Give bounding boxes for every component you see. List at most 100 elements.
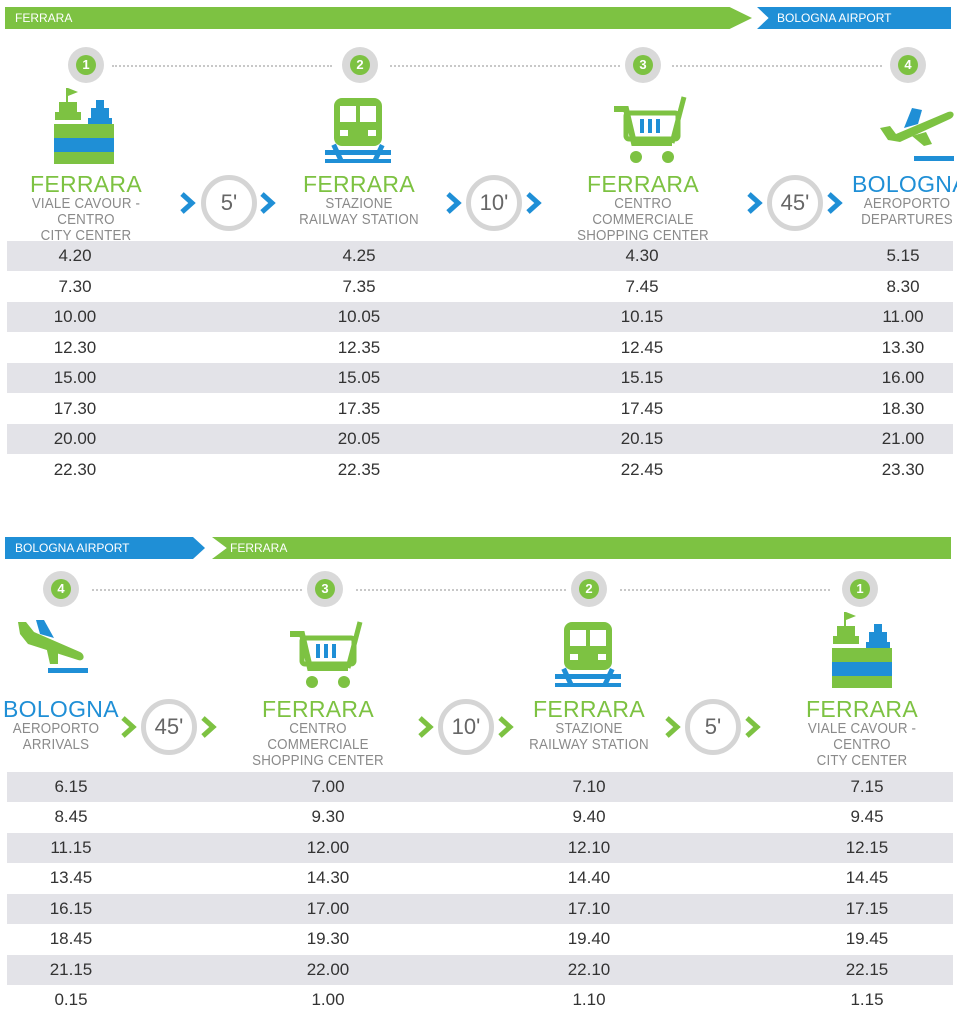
progress-dots	[672, 65, 882, 67]
shopping-cart-icon	[290, 621, 363, 688]
table-row: 8.45 9.30 9.40 9.45	[7, 802, 953, 832]
table-row: 4.20 4.25 4.30 5.15	[7, 241, 953, 271]
banner-label: FERRARA	[15, 11, 73, 25]
table-cell: 17.10	[567, 899, 611, 918]
stop-ferrara-railway-station: FERRARA STAZIONE RAILWAY STATION	[510, 697, 668, 753]
stop-ferrara-city-center: FERRARA VIALE CAVOUR - CENTRO CITY CENTE…	[774, 697, 950, 769]
step-badge: 2	[571, 571, 607, 607]
table-cell: 10.00	[53, 307, 97, 326]
table-cell: 7.00	[311, 777, 345, 796]
table-cell: 15.05	[337, 368, 381, 387]
table-cell: 6.15	[54, 777, 88, 796]
chevron-right-icon	[180, 192, 196, 214]
duration-badge: 45'	[767, 175, 823, 231]
table-cell: 18.30	[881, 399, 925, 418]
table-cell: 14.30	[306, 868, 350, 887]
stop-line2: DEPARTURES	[861, 212, 953, 228]
table-cell: 22.10	[567, 960, 611, 979]
table-cell: 22.35	[337, 460, 381, 479]
table-cell: 17.00	[306, 899, 350, 918]
table-cell: 15.15	[620, 368, 664, 387]
stop-line1: CENTRO COMMERCIALE	[267, 721, 369, 753]
progress-dots	[92, 589, 302, 591]
table-cell: 22.15	[845, 960, 889, 979]
plane-arrival-icon	[18, 620, 88, 673]
table-cell: 7.30	[58, 277, 92, 296]
stop-line2: CITY CENTER	[40, 228, 132, 244]
train-icon	[325, 98, 391, 163]
step-badge: 2	[342, 47, 378, 83]
table-row: 13.45 14.30 14.40 14.45	[7, 863, 953, 893]
stop-line2: SHOPPING CENTER	[577, 228, 709, 244]
table-cell: 17.15	[845, 899, 889, 918]
shopping-cart-icon	[614, 96, 687, 163]
chevron-right-icon	[745, 716, 761, 738]
table-row: 12.30 12.35 12.45 13.30	[7, 333, 953, 363]
chevron-right-icon	[498, 716, 514, 738]
table-cell: 20.00	[53, 429, 97, 448]
chevron-right-icon	[260, 192, 276, 214]
table-cell: 12.35	[337, 338, 381, 357]
table-cell: 1.00	[311, 990, 345, 1009]
chevron-right-icon	[526, 192, 542, 214]
stop-city: BOLOGNA	[852, 171, 957, 197]
step-number: 2	[579, 579, 599, 599]
stop-ferrara-shopping-center: FERRARA CENTRO COMMERCIALE SHOPPING CENT…	[555, 172, 731, 244]
banner-label: BOLOGNA AIRPORT	[15, 541, 130, 555]
stop-city: FERRARA	[586, 171, 699, 197]
top-banner-bologna-airport: BOLOGNA AIRPORT	[757, 7, 951, 29]
chevron-right-icon	[201, 716, 217, 738]
table-cell: 13.45	[49, 868, 93, 887]
stop-line1: STAZIONE	[555, 721, 623, 737]
step-number: 1	[76, 55, 96, 75]
stop-line1: VIALE CAVOUR - CENTRO	[31, 196, 141, 228]
step-badge: 4	[43, 571, 79, 607]
table-cell: 19.45	[845, 929, 889, 948]
table-cell: 10.05	[337, 307, 381, 326]
table-cell: 9.40	[572, 807, 606, 826]
stop-city: FERRARA	[261, 696, 374, 722]
table-cell: 10.15	[620, 307, 664, 326]
step-badge: 1	[68, 47, 104, 83]
table-row: 17.30 17.35 17.45 18.30	[7, 394, 953, 424]
stop-line2: ARRIVALS	[22, 737, 90, 753]
stop-line2: RAILWAY STATION	[299, 212, 419, 228]
table-cell: 5.15	[886, 246, 920, 265]
table-row: 11.15 12.00 12.10 12.15	[7, 833, 953, 863]
step-number: 3	[315, 579, 335, 599]
progress-dots	[390, 65, 620, 67]
duration-badge: 5'	[685, 699, 741, 755]
table-row: 10.00 10.05 10.15 11.00	[7, 302, 953, 332]
top-banner-ferrara: FERRARA	[5, 7, 752, 29]
stop-line2: RAILWAY STATION	[529, 737, 649, 753]
stop-ferrara-city-center: FERRARA VIALE CAVOUR - CENTRO CITY CENTE…	[0, 172, 172, 244]
chevron-right-icon	[418, 716, 434, 738]
duration-badge: 45'	[141, 699, 197, 755]
table-row: 20.00 20.05 20.15 21.00	[7, 424, 953, 454]
bottom-banner-ferrara: FERRARA	[212, 537, 951, 559]
table-cell: 12.10	[567, 838, 611, 857]
table-cell: 7.45	[625, 277, 659, 296]
banner-label: BOLOGNA AIRPORT	[777, 11, 892, 25]
table-cell: 22.45	[620, 460, 664, 479]
stop-city: FERRARA	[532, 696, 645, 722]
table-cell: 12.45	[620, 338, 664, 357]
table-cell: 16.15	[49, 899, 93, 918]
chevron-right-icon	[827, 192, 843, 214]
step-number: 4	[51, 579, 71, 599]
step-number: 4	[898, 55, 918, 75]
table-cell: 21.00	[881, 429, 925, 448]
chevron-right-icon	[665, 716, 681, 738]
duration-badge: 10'	[466, 175, 522, 231]
stop-line1: STAZIONE	[325, 196, 393, 212]
progress-dots	[620, 589, 830, 591]
table-row: 16.15 17.00 17.10 17.15	[7, 894, 953, 924]
train-icon	[555, 622, 621, 687]
table-cell: 14.45	[845, 868, 889, 887]
table-row: 22.30 22.35 22.45 23.30	[7, 455, 953, 485]
table-cell: 19.40	[567, 929, 611, 948]
plane-departure-icon	[880, 108, 954, 161]
table-cell: 21.15	[49, 960, 93, 979]
stop-line1: AEROPORTO	[863, 196, 951, 212]
table-cell: 7.35	[342, 277, 376, 296]
